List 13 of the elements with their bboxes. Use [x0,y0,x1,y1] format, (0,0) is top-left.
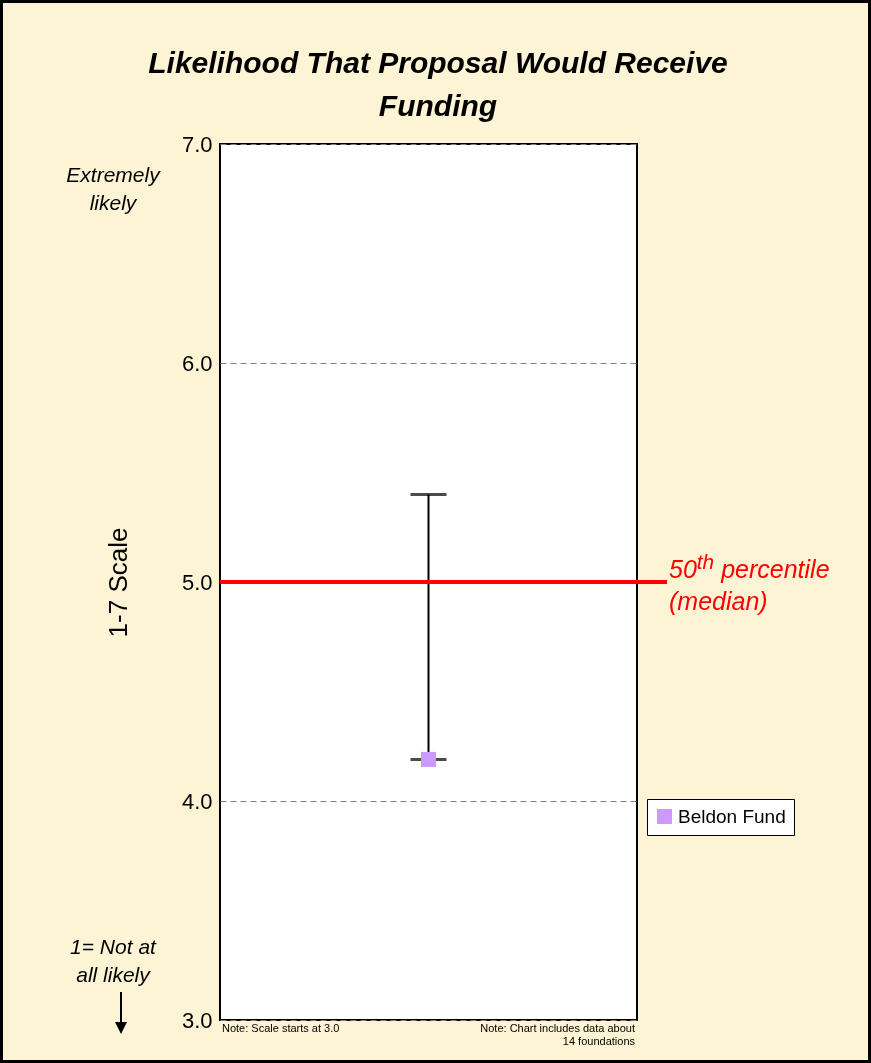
text: Note: Chart includes data about 14 foundations [479,1022,635,1048]
legend-label: Beldon Fund [678,805,786,827]
text: 1= Not at all likely [69,934,158,988]
y-tick-label: 5.0 [181,569,213,595]
y-tick-label: 7.0 [181,131,213,157]
y-axis-title: 1-7 Scale [102,527,133,638]
y-tick-label: 4.0 [181,788,213,814]
chart-title: Likelihood That Proposal Would Receive Funding [147,45,729,124]
text: Extremely likely [65,162,162,216]
y-tick-label: 6.0 [181,350,213,376]
y-tick-label: 3.0 [181,1007,213,1033]
ref-line-label: 50$^{th}$ percentile (median) [669,549,831,618]
text: Note: Scale starts at 3.0 [222,1022,340,1034]
